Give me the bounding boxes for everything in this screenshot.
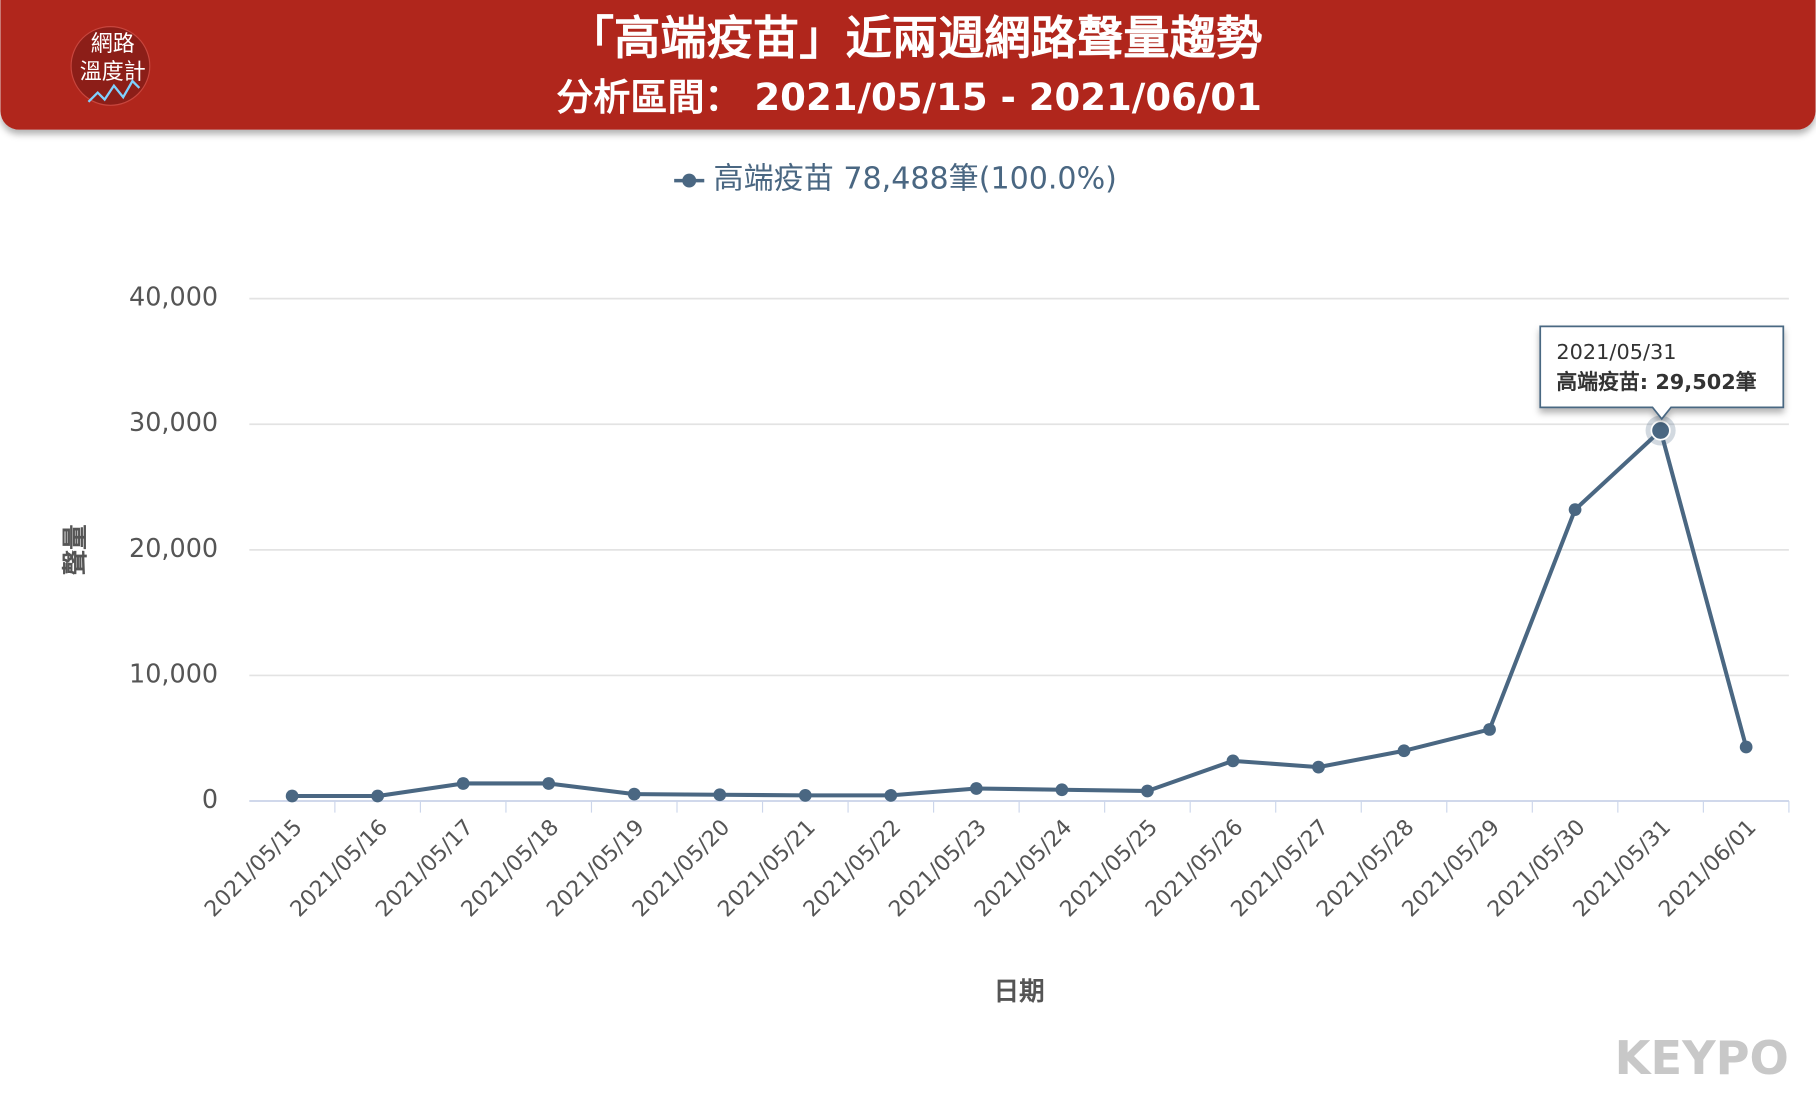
data-point — [1312, 760, 1325, 774]
header — [0, 0, 1816, 130]
data-point — [713, 788, 727, 802]
data-point — [1568, 503, 1582, 517]
data-point — [1055, 783, 1069, 797]
y-tick-label: 10,000 — [129, 659, 218, 689]
data-point — [969, 782, 983, 795]
data-point — [1739, 740, 1753, 754]
chart-subtitle: 分析區間： 2021/05/15 - 2021/06/01 — [556, 76, 1262, 119]
y-tick-label: 40,000 — [129, 283, 218, 313]
data-point — [285, 789, 299, 803]
y-tick-label: 30,000 — [129, 408, 218, 438]
y-axis-label: 聲量 — [61, 524, 91, 575]
data-point — [1397, 744, 1411, 758]
watermark: KEYPO — [1615, 1031, 1789, 1085]
data-point — [1226, 754, 1240, 768]
data-point — [1141, 784, 1154, 798]
y-tick-label: 20,000 — [129, 534, 218, 564]
data-point — [884, 789, 898, 802]
x-axis-label: 日期 — [994, 977, 1045, 1007]
series-line — [292, 428, 1749, 799]
data-point — [798, 789, 812, 802]
data-point — [1650, 420, 1671, 441]
legend-label: 高端疫苗 78,488筆(100.0%) — [714, 161, 1117, 196]
legend[interactable]: 高端疫苗 78,488筆(100.0%) — [674, 161, 1117, 196]
data-point — [456, 777, 470, 790]
tooltip-box — [1539, 325, 1785, 421]
chart-title: 「高端疫苗」近兩週網路聲量趨勢 — [568, 11, 1262, 65]
data-point — [627, 787, 641, 801]
tooltip-title: 2021/05/31 — [1556, 340, 1676, 364]
logo-icon — [87, 79, 141, 103]
data-point — [542, 777, 556, 790]
logo-text: 網路 — [91, 32, 135, 57]
data-point — [371, 789, 385, 803]
y-tick-label: 0 — [202, 785, 218, 815]
logo-text: 溫度計 — [80, 60, 146, 85]
data-point — [1483, 723, 1496, 736]
legend-marker — [682, 173, 697, 188]
tooltip-text: 高端疫苗: 29,502筆 — [1556, 370, 1756, 394]
